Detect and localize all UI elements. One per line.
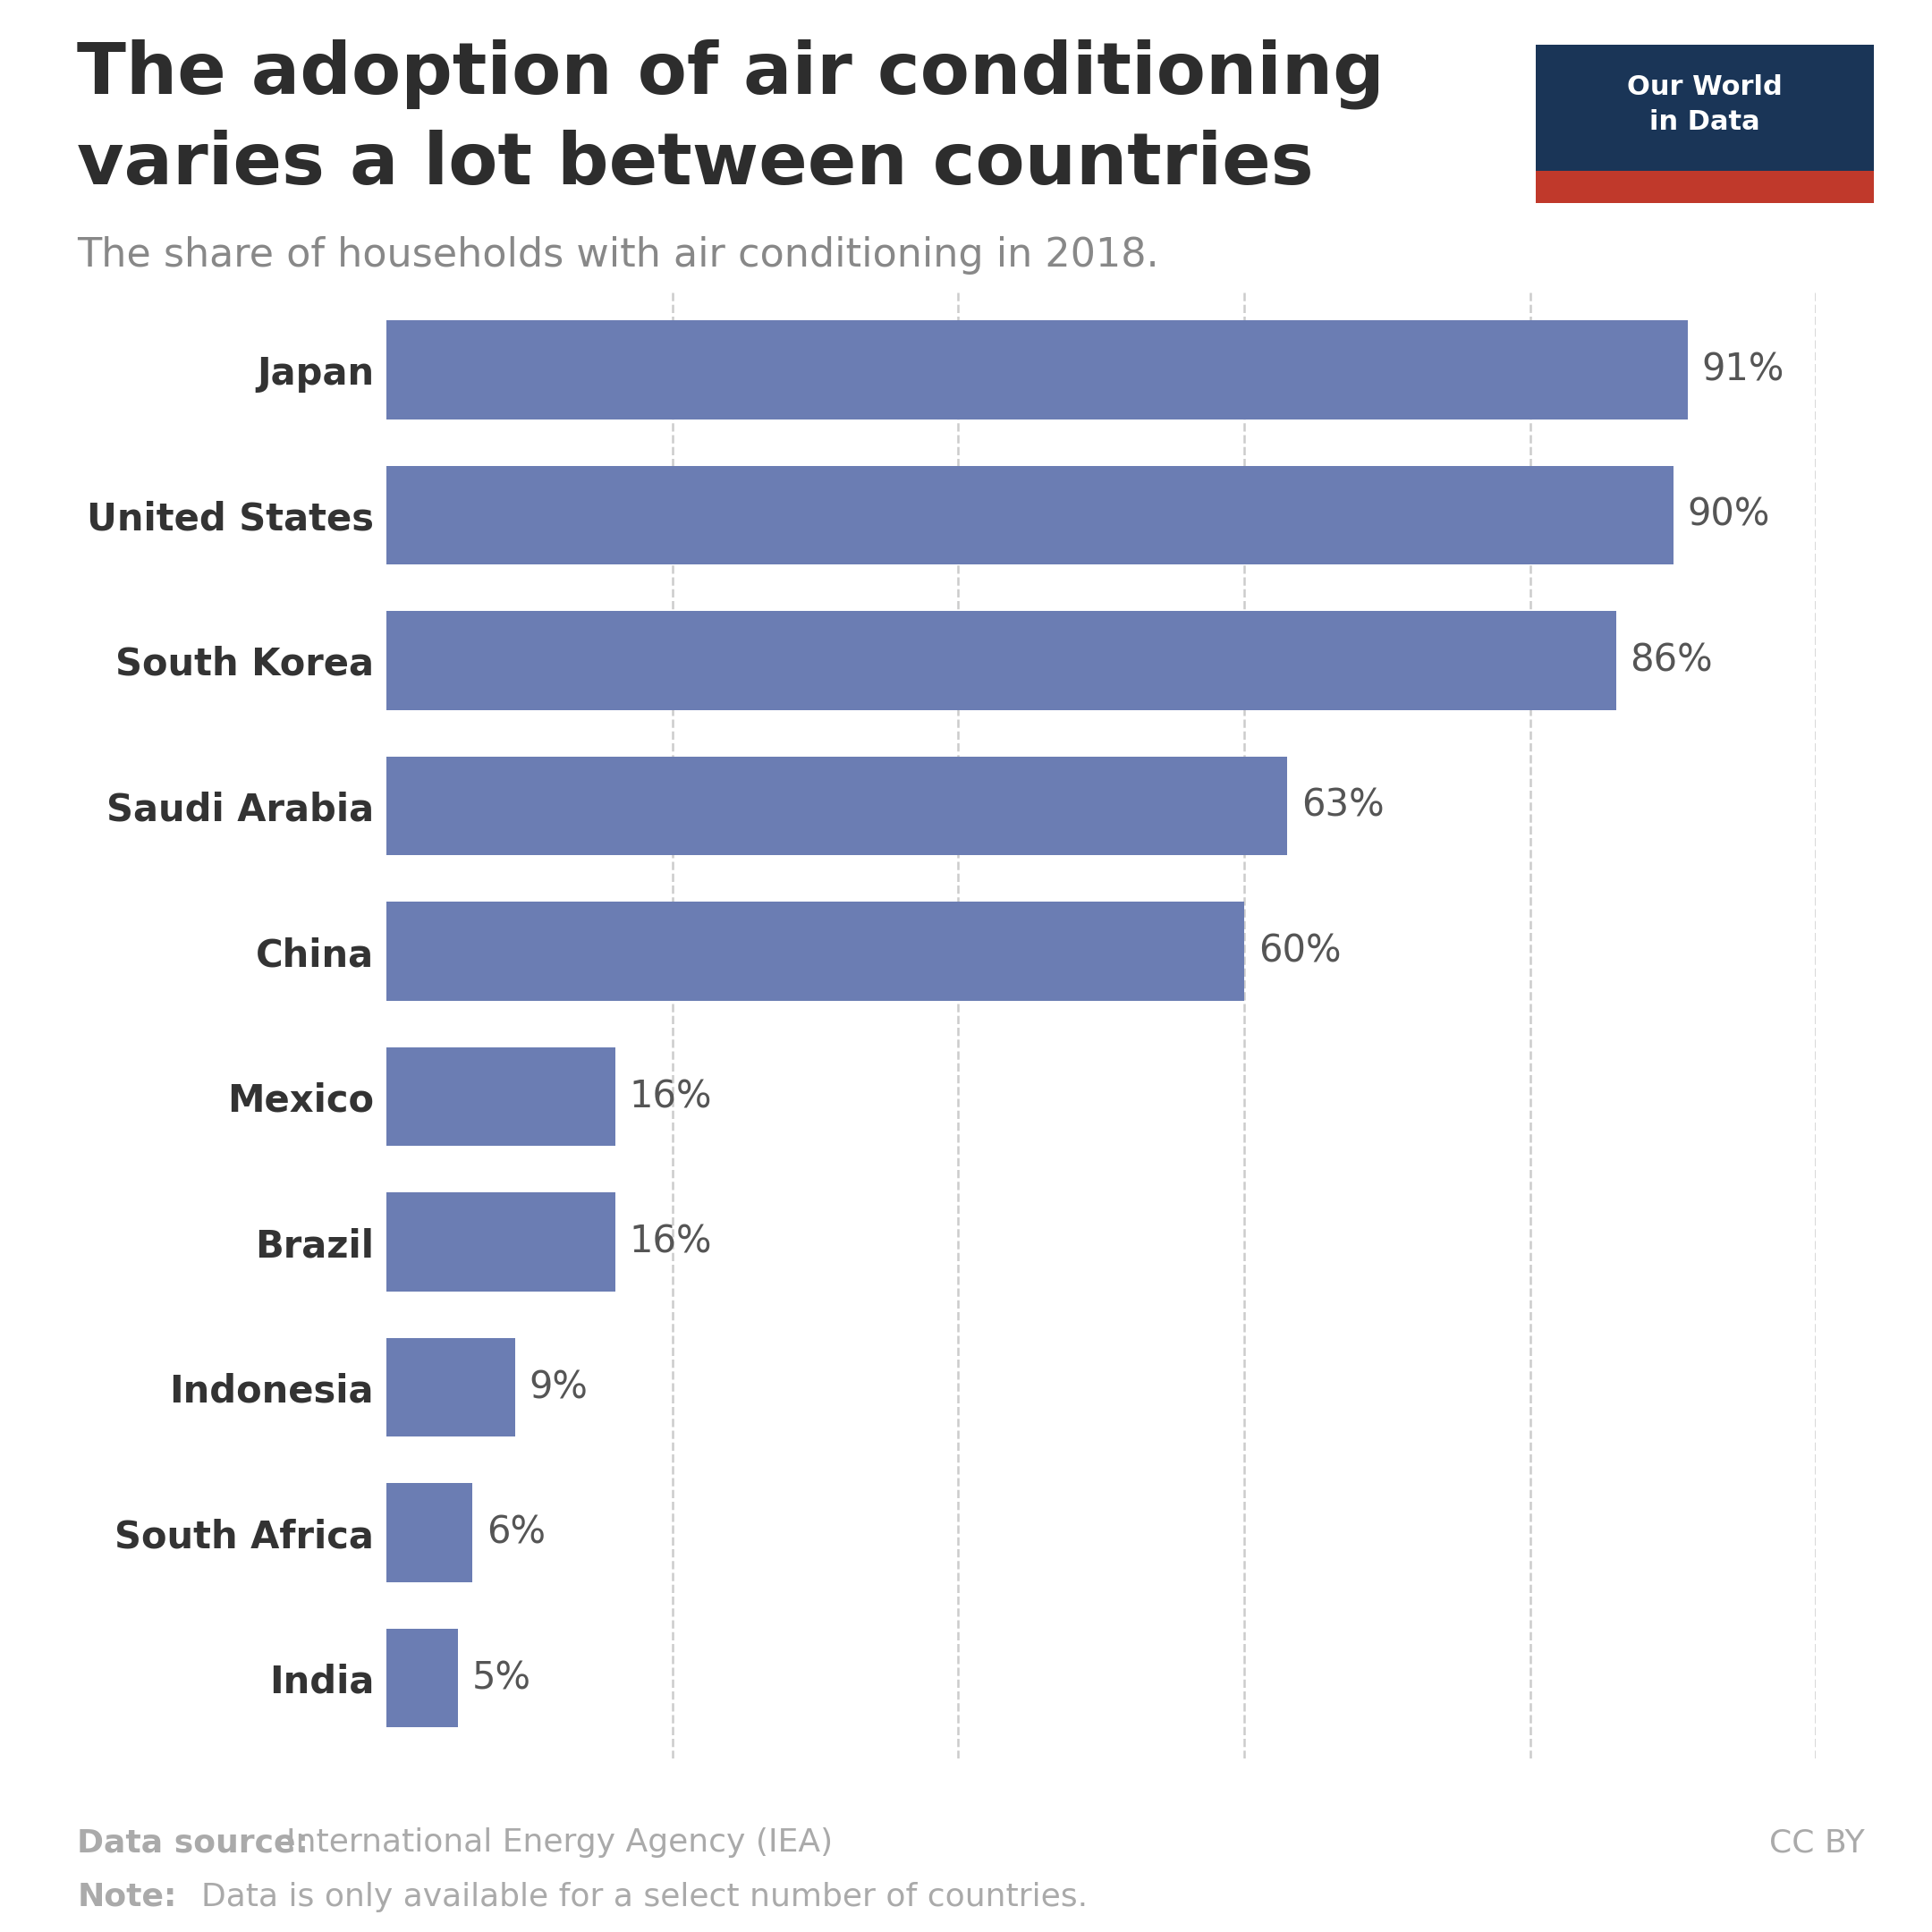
Text: 16%: 16%	[630, 1078, 713, 1115]
Text: 5%: 5%	[471, 1660, 531, 1696]
Text: 16%: 16%	[630, 1223, 713, 1262]
Bar	[386, 611, 1615, 709]
Text: CC BY: CC BY	[1770, 1828, 1864, 1859]
Text: 91%: 91%	[1702, 352, 1785, 388]
Text: Our World
in Data: Our World in Data	[1627, 75, 1783, 135]
Text: Data source:: Data source:	[77, 1828, 309, 1859]
Bar	[386, 321, 1687, 419]
Bar	[386, 1192, 614, 1291]
Text: The adoption of air conditioning: The adoption of air conditioning	[77, 39, 1385, 108]
Text: 90%: 90%	[1687, 497, 1770, 533]
Text: 9%: 9%	[529, 1368, 587, 1406]
Text: The share of households with air conditioning in 2018.: The share of households with air conditi…	[77, 236, 1159, 274]
Bar	[1536, 172, 1874, 203]
Text: 60%: 60%	[1258, 933, 1341, 970]
Bar	[386, 1047, 614, 1146]
Bar	[386, 902, 1244, 1001]
Text: Data is only available for a select number of countries.: Data is only available for a select numb…	[201, 1882, 1088, 1913]
Text: International Energy Agency (IEA): International Energy Agency (IEA)	[286, 1828, 833, 1859]
Text: 86%: 86%	[1631, 641, 1714, 680]
Text: 6%: 6%	[487, 1515, 545, 1551]
Bar	[386, 757, 1287, 856]
Bar	[386, 1484, 471, 1582]
Text: varies a lot between countries: varies a lot between countries	[77, 129, 1314, 199]
Text: Note:: Note:	[77, 1882, 178, 1913]
Bar	[386, 466, 1673, 564]
Bar	[386, 1339, 516, 1437]
Text: 63%: 63%	[1302, 786, 1383, 825]
Bar	[386, 1629, 458, 1727]
